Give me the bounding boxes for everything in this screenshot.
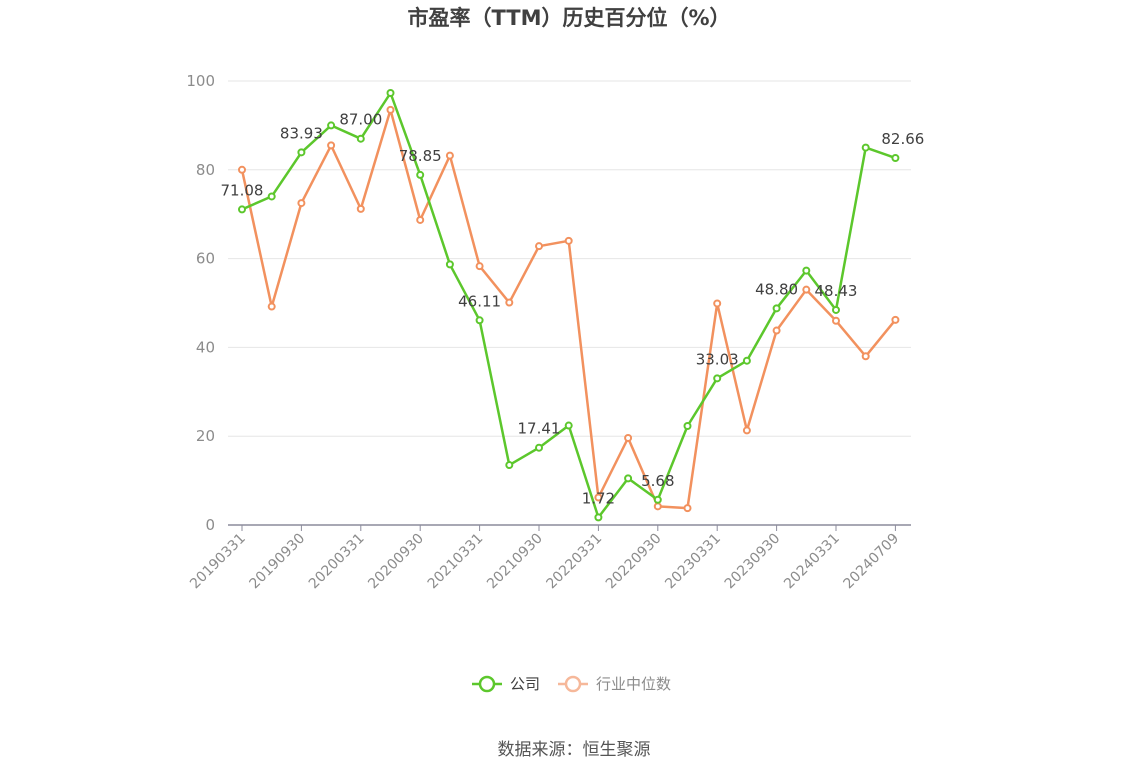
data-label: 78.85 [399,147,442,165]
y-tick-label: 0 [205,516,215,534]
data-point [356,134,365,143]
y-tick-label: 100 [186,72,215,90]
data-point [861,352,870,361]
legend-item-company: 公司 [472,675,540,693]
data-point [624,474,633,483]
data-label: 83.93 [280,124,323,142]
x-tick-label: 20190930 [247,531,309,593]
x-tick-label: 20220930 [603,531,665,593]
data-point [832,305,840,314]
data-label: 17.41 [518,420,561,438]
data-point [297,148,306,157]
data-point [416,170,425,179]
data-point [505,298,514,307]
data-point [238,165,246,174]
series-industry-median [238,105,900,513]
data-label: 48.80 [755,280,798,298]
data-label: 48.43 [815,282,858,300]
data-point [713,299,722,308]
data-point [564,236,573,245]
data-label: 82.66 [881,130,924,148]
data-label: 33.03 [696,350,739,368]
data-point [505,461,514,470]
data-point [742,426,751,435]
x-tick-label: 20240709 [841,531,903,593]
data-point [475,316,484,325]
data-label: 1.72 [582,489,615,507]
data-point [386,105,395,114]
series-layer [238,88,900,522]
data-point [653,495,662,504]
x-tick-label: 20210930 [484,531,546,593]
data-point [713,374,722,383]
data-point [891,153,900,162]
data-point [416,215,425,224]
data-point [356,204,365,213]
data-point [445,260,454,269]
x-tick-label: 20220331 [544,531,606,593]
data-point [327,121,336,130]
legend-marker [564,675,582,693]
y-tick-label: 40 [196,338,215,356]
data-point [742,356,751,365]
data-label: 71.08 [221,181,264,199]
data-point [297,199,306,208]
data-point [653,502,662,511]
data-point [267,192,276,201]
y-tick-label: 80 [196,161,215,179]
legend-label: 行业中位数 [596,675,671,693]
x-tick-label: 20240331 [781,531,843,593]
data-point [624,433,633,442]
data-point [327,141,336,150]
data-point [802,285,811,294]
data-label: 5.68 [641,472,674,490]
x-tick-label: 20230930 [722,531,784,593]
x-tick-label: 20210331 [425,531,487,593]
data-point [802,266,811,275]
data-point [386,88,395,97]
data-label: 46.11 [458,292,501,310]
legend-marker [478,675,496,693]
data-point [772,304,781,313]
x-tick-label: 20200930 [365,531,427,593]
label-layer: 71.08 83.93 87.00 78.85 46.11 17.41 1.72 5.68 33… [221,111,925,508]
data-point [832,316,840,325]
data-point [594,513,603,522]
y-tick-label: 20 [196,427,215,445]
data-point [535,242,543,251]
x-tick-label: 20230331 [662,531,724,593]
series-company [238,88,900,522]
data-point [267,302,276,311]
axis-layer: 0 20 40 60 80 100 2019033120190930202003312020… [186,72,911,592]
data-point [891,315,900,324]
data-point [535,443,543,452]
x-tick-label: 20200331 [306,531,368,593]
series-line [241,91,896,519]
chart-title: 市盈率（TTM）历史百分位（%） [407,6,730,30]
data-point [861,143,870,152]
legend-label: 公司 [510,675,540,693]
data-point [564,421,573,430]
data-point [683,421,692,430]
data-point [445,151,454,160]
grid-layer [228,80,911,437]
data-point [238,205,246,214]
source-text: 数据来源：恒生聚源 [498,740,651,760]
data-point [683,504,692,513]
data-point [772,326,781,335]
x-tick-label: 20190331 [187,531,249,593]
data-point [594,493,603,502]
data-label: 87.00 [339,111,382,129]
data-point [475,262,484,271]
y-tick-label: 60 [196,250,215,268]
legend-item-industry-median: 行业中位数 [558,675,671,693]
legend: 公司 行业中位数 [472,675,671,693]
